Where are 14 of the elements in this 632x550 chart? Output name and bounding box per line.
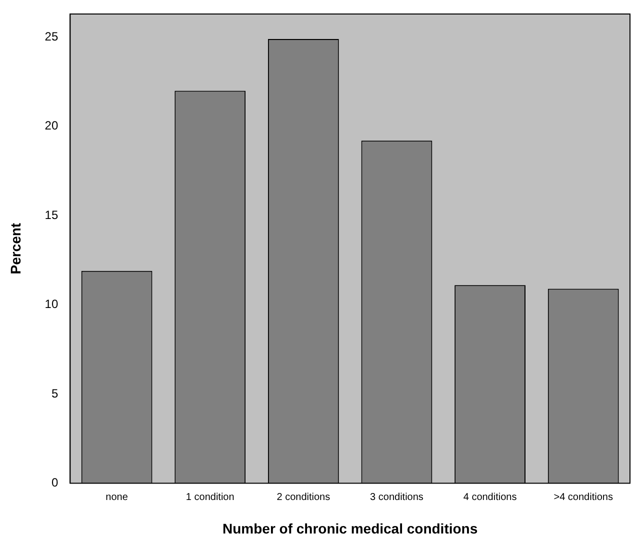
y-tick-label: 15 xyxy=(44,208,58,222)
x-tick-label: 4 conditions xyxy=(463,492,517,503)
x-tick-label: 3 conditions xyxy=(370,492,424,503)
x-tick-label: 2 conditions xyxy=(276,492,330,503)
x-axis-title: Number of chronic medical conditions xyxy=(222,520,478,536)
x-tick-label: none xyxy=(106,492,128,503)
y-tick-label: 5 xyxy=(51,386,58,400)
y-tick-label: 10 xyxy=(44,297,58,312)
y-tick-label: 20 xyxy=(44,118,58,133)
y-tick-label: 0 xyxy=(51,476,58,490)
y-tick-label: 25 xyxy=(44,30,58,44)
x-tick-label: >4 conditions xyxy=(554,492,613,503)
y-axis-title: Percent xyxy=(7,222,24,274)
x-tick-label: 1 condition xyxy=(186,492,234,503)
